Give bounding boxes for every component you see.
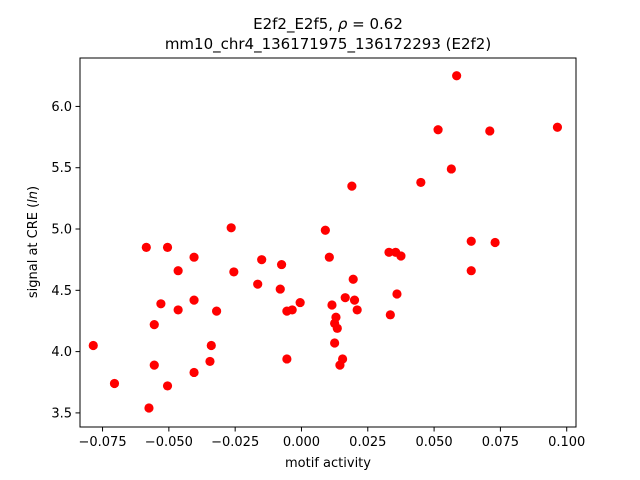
- x-tick-label: −0.025: [211, 435, 259, 450]
- data-point: [173, 266, 183, 276]
- data-point: [276, 259, 287, 270]
- data-point: [226, 223, 236, 233]
- data-point: [189, 252, 199, 262]
- data-point: [452, 71, 462, 81]
- data-point: [348, 274, 358, 284]
- data-point: [149, 360, 159, 370]
- data-point: [144, 403, 154, 413]
- data-point: [446, 164, 456, 174]
- data-point: [206, 340, 216, 351]
- chart-title-rho: ρ: [338, 15, 348, 33]
- data-point: [347, 181, 357, 191]
- data-point: [384, 247, 394, 257]
- data-point: [295, 297, 305, 308]
- data-point: [332, 323, 342, 333]
- chart-title-line2: mm10_chr4_136171975_136172293 (E2f2): [165, 35, 491, 54]
- data-point: [162, 242, 173, 253]
- data-point: [156, 299, 166, 309]
- y-axis-label: signal at CRE (ln): [26, 186, 41, 298]
- chart-title-line1: E2f2_E2f5, ρ = 0.62: [253, 15, 403, 34]
- x-tick-label: −0.050: [145, 435, 193, 450]
- y-tick-label: 5.5: [51, 161, 72, 176]
- plot-area: −0.075 −0.050 −0.025 0.000 0.025 0.050 0.075 0.…: [51, 57, 585, 450]
- data-point: [324, 252, 334, 262]
- data-point: [340, 293, 350, 303]
- data-point: [349, 295, 360, 305]
- data-point: [211, 306, 222, 316]
- data-point: [385, 310, 395, 320]
- data-point: [189, 295, 199, 305]
- data-point: [320, 225, 330, 235]
- data-point: [331, 312, 341, 322]
- data-point: [466, 266, 476, 276]
- y-tick-label: 5.0: [51, 223, 72, 238]
- data-point: [229, 267, 239, 277]
- data-point: [162, 381, 173, 391]
- data-point: [205, 356, 215, 367]
- data-point: [330, 338, 340, 348]
- data-point: [141, 242, 151, 253]
- data-point: [275, 284, 285, 294]
- data-point: [189, 367, 199, 378]
- x-tick-label: −0.075: [78, 435, 126, 450]
- data-point: [287, 305, 297, 315]
- data-point: [337, 354, 348, 364]
- x-tick-label: 0.000: [283, 435, 320, 450]
- data-point: [88, 340, 98, 351]
- data-point: [352, 305, 362, 315]
- data-point: [392, 289, 402, 299]
- y-tick-label: 3.5: [51, 406, 72, 421]
- data-point: [396, 251, 406, 261]
- data-point: [433, 125, 443, 135]
- x-tick-label: 0.025: [349, 435, 386, 450]
- chart-title-suffix: = 0.62: [347, 15, 403, 33]
- data-point: [282, 354, 292, 364]
- x-tick-label: 0.100: [548, 435, 585, 450]
- data-point: [416, 177, 426, 188]
- data-point: [552, 122, 563, 132]
- data-point: [485, 126, 495, 136]
- plot-frame: [79, 57, 577, 428]
- data-point: [109, 378, 120, 389]
- data-point: [149, 320, 159, 330]
- y-tick-label: 4.0: [51, 345, 72, 360]
- y-tick-label: 6.0: [51, 100, 72, 115]
- data-point: [466, 236, 476, 246]
- data-point: [253, 279, 263, 289]
- data-point: [257, 255, 267, 265]
- data-point: [327, 300, 337, 310]
- y-axis-label-suffix: ): [26, 186, 41, 191]
- chart-title-prefix: E2f2_E2f5,: [253, 15, 338, 34]
- data-point: [490, 237, 500, 248]
- x-tick-label: 0.075: [482, 435, 519, 450]
- y-axis-label-italic: ln: [26, 191, 41, 203]
- x-axis-label: motif activity: [285, 456, 371, 471]
- data-point: [173, 305, 183, 315]
- y-tick-label: 4.5: [51, 284, 72, 299]
- x-tick-label: 0.050: [415, 435, 452, 450]
- y-axis-label-prefix: signal at CRE (: [26, 203, 41, 298]
